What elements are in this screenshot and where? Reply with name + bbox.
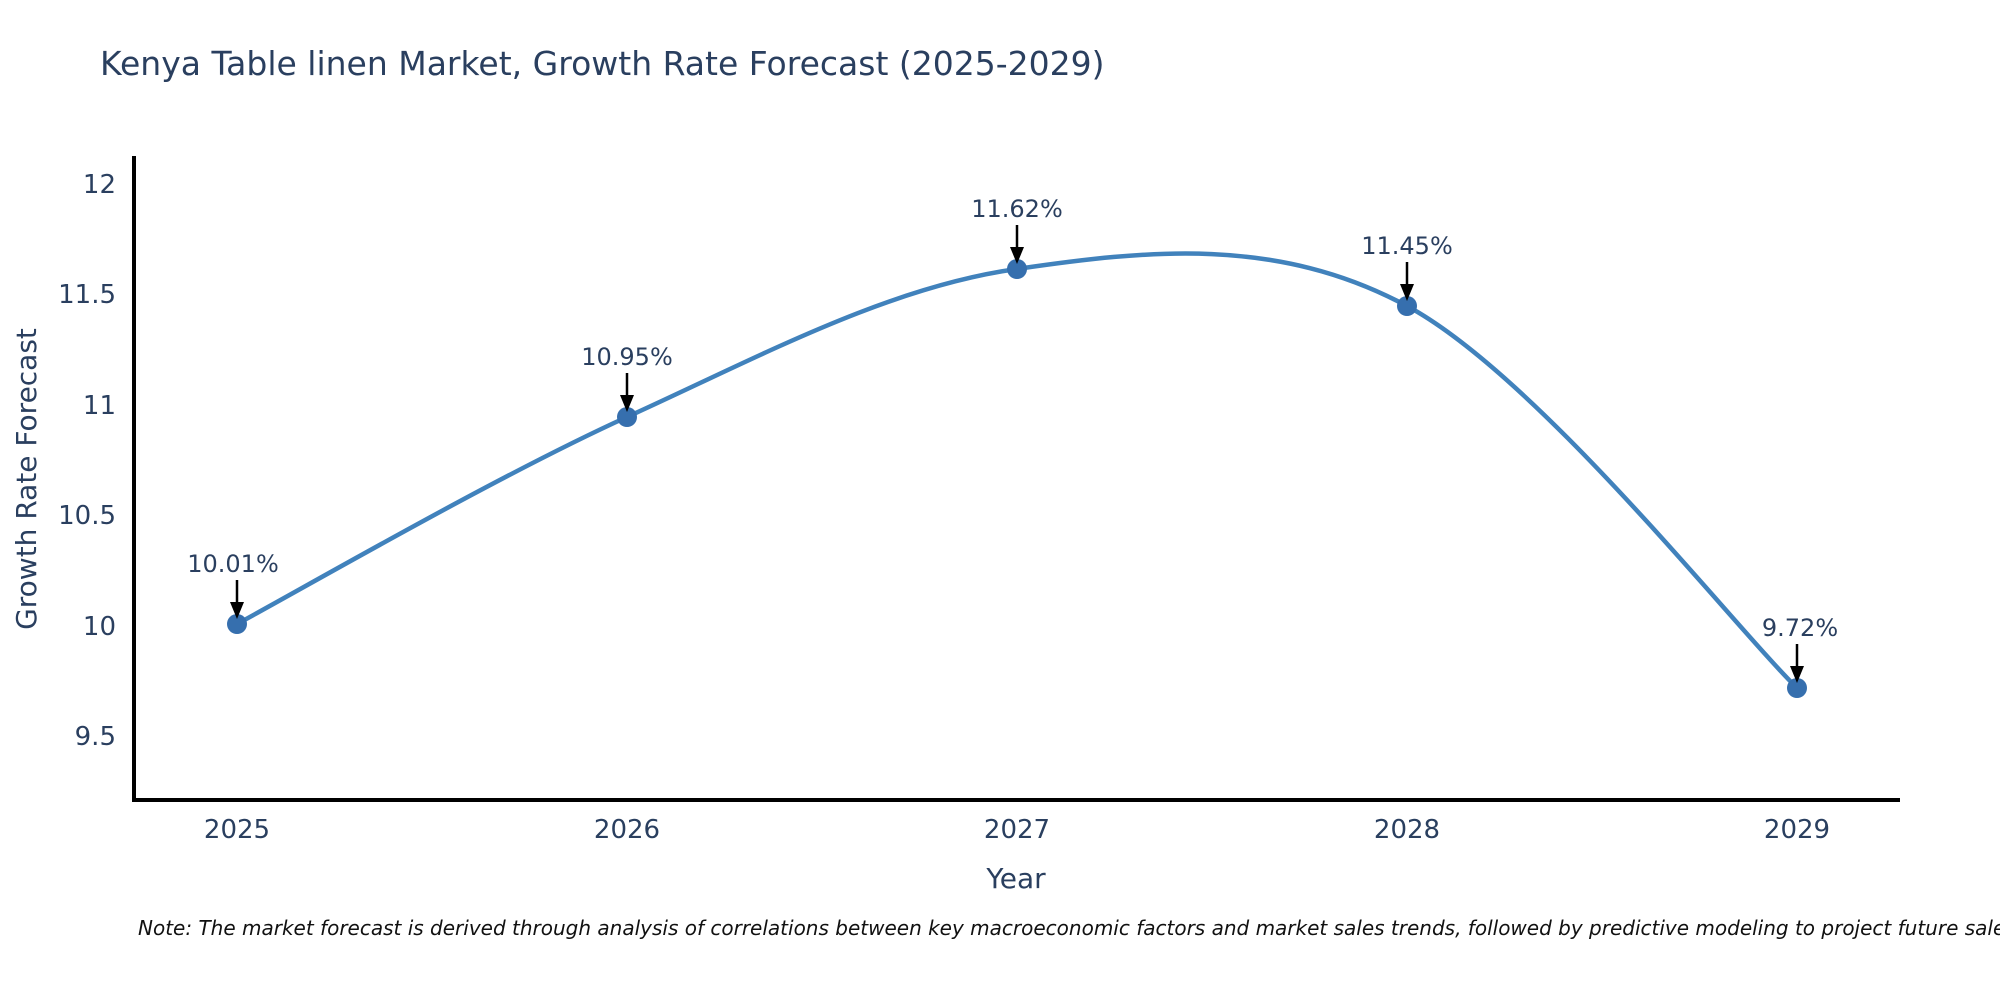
y-tick-label: 9.5 xyxy=(75,722,116,752)
footnote: Note: The market forecast is derived thr… xyxy=(138,916,2000,940)
x-axis-title: Year xyxy=(985,862,1046,895)
y-tick-label: 10.5 xyxy=(58,501,116,531)
point-label-2025: 10.01% xyxy=(187,550,279,578)
x-tick-label: 2028 xyxy=(1374,815,1440,845)
point-label-2029: 9.72% xyxy=(1762,614,1838,642)
data-point-2025 xyxy=(227,614,247,634)
x-tick-label: 2025 xyxy=(204,815,270,845)
annotation-arrow-2026 xyxy=(620,373,634,412)
point-label-2026: 10.95% xyxy=(581,343,673,371)
point-label-2028: 11.45% xyxy=(1361,232,1453,260)
y-tick-label: 11.5 xyxy=(58,280,116,310)
x-tick-label: 2026 xyxy=(594,815,660,845)
x-tick-label: 2029 xyxy=(1764,815,1830,845)
chart-title: Kenya Table linen Market, Growth Rate Fo… xyxy=(100,44,1105,83)
y-axis-title: Growth Rate Forecast xyxy=(10,328,43,630)
annotation-arrow-2028 xyxy=(1400,262,1414,301)
data-point-2027 xyxy=(1007,259,1027,279)
annotation-arrow-2027 xyxy=(1010,225,1024,264)
point-label-2027: 11.62% xyxy=(971,195,1063,223)
data-point-2026 xyxy=(617,407,637,427)
annotation-arrow-2029 xyxy=(1790,644,1804,683)
y-tick-label: 11 xyxy=(83,391,116,421)
x-tick-label: 2027 xyxy=(984,815,1050,845)
y-tick-label: 10 xyxy=(83,612,116,642)
data-point-2029 xyxy=(1787,678,1807,698)
forecast-line xyxy=(234,251,1800,691)
y-tick-label: 12 xyxy=(83,170,116,200)
data-point-2028 xyxy=(1397,296,1417,316)
annotation-arrow-2025 xyxy=(230,580,244,619)
